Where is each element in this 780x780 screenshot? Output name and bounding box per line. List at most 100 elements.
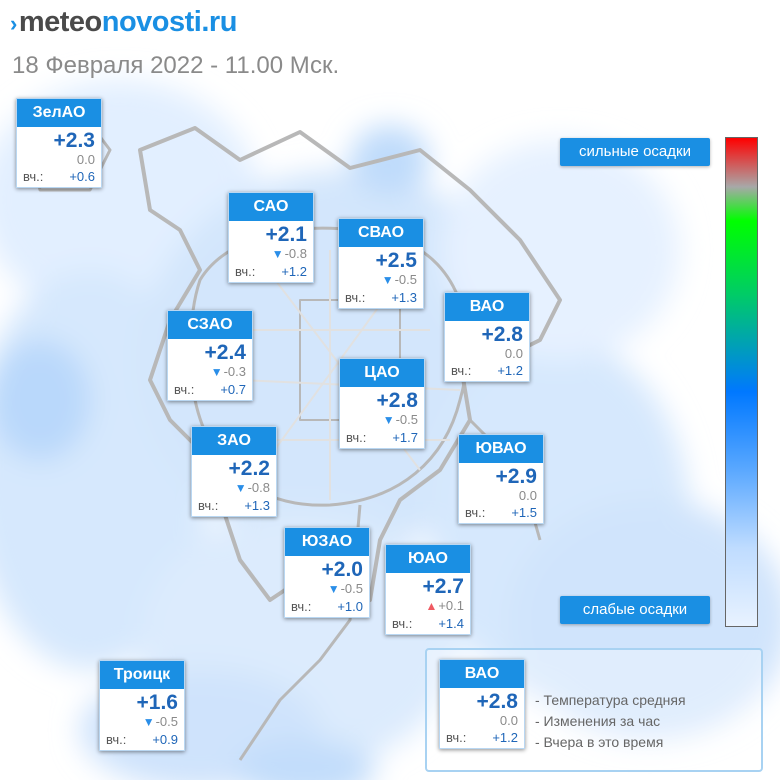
hourly-change: ▼-0.3 (168, 364, 252, 380)
avg-temperature: +2.0 (321, 558, 363, 581)
avg-temperature: +2.8 (481, 323, 523, 346)
avg-temperature: +2.9 (495, 465, 537, 488)
yesterday-label: вч.: (291, 599, 312, 614)
district-name: СЗАО (168, 311, 252, 339)
arrow-down-icon: ▼ (381, 273, 394, 287)
district-name: ЦАО (340, 359, 424, 387)
district-card-svao: СВАО +2.5 ▼-0.5 вч.: +1.3 (338, 218, 424, 309)
heavy-precip-label: сильные осадки (560, 138, 710, 166)
hourly-change: ▼-0.8 (229, 246, 313, 262)
avg-temperature: +2.5 (375, 249, 417, 272)
district-card-sao: САО +2.1 ▼-0.8 вч.: +1.2 (228, 192, 314, 283)
avg-temperature: +2.3 (53, 129, 95, 152)
logo-text-part2: novosti.ru (101, 6, 238, 38)
yesterday-value: +1.3 (244, 498, 270, 513)
district-card-yuao: ЮАО +2.7 ▲+0.1 вч.: +1.4 (385, 544, 471, 635)
legend-descriptions: - Температура средняя - Изменения за час… (535, 690, 686, 753)
yesterday-row: вч.: +0.6 (17, 167, 101, 187)
hourly-change: ▲+0.1 (386, 598, 470, 614)
change-value: -0.5 (155, 714, 178, 729)
site-logo[interactable]: ›meteonovosti.ru (10, 6, 237, 39)
yesterday-label: вч.: (23, 169, 44, 184)
legend-line-hourly-change: - Изменения за час (535, 713, 661, 729)
yesterday-value: +0.9 (152, 732, 178, 747)
yesterday-label: вч.: (465, 505, 486, 520)
district-card-cao: ЦАО +2.8 ▼-0.5 вч.: +1.7 (339, 358, 425, 449)
yesterday-value: +0.7 (220, 382, 246, 397)
legend-yesterday-row: вч.: +1.2 (440, 728, 524, 748)
legend-line-temperature: - Температура средняя (535, 692, 686, 708)
arrow-up-icon: ▲ (425, 599, 438, 613)
yesterday-row: вч.: +1.2 (445, 361, 529, 381)
district-name: ЮАО (386, 545, 470, 573)
yesterday-row: вч.: +1.4 (386, 614, 470, 634)
yesterday-row: вч.: +0.9 (100, 730, 184, 750)
light-precip-label: слабые осадки (560, 596, 710, 624)
yesterday-value: +1.7 (392, 430, 418, 445)
yesterday-row: вч.: +1.7 (340, 428, 424, 448)
yesterday-label: вч.: (235, 264, 256, 279)
forecast-date: 18 Февраля 2022 - 11.00 Мск. (12, 52, 340, 79)
district-card-yuzao: ЮЗАО +2.0 ▼-0.5 вч.: +1.0 (284, 527, 370, 618)
yesterday-label: вч.: (451, 363, 472, 378)
hourly-change: 0.0 (17, 152, 101, 167)
avg-temperature: +2.2 (228, 457, 270, 480)
change-value: -0.5 (395, 412, 418, 427)
yesterday-label: вч.: (446, 730, 467, 745)
yesterday-value: +1.0 (337, 599, 363, 614)
precipitation-scale-bar (725, 137, 758, 627)
legend-line-yesterday: - Вчера в это время (535, 734, 664, 750)
change-value: -0.8 (247, 480, 270, 495)
arrow-down-icon: ▼ (382, 413, 395, 427)
yesterday-value: +1.5 (511, 505, 537, 520)
hourly-change: ▼-0.5 (340, 412, 424, 428)
yesterday-row: вч.: +1.5 (459, 503, 543, 523)
district-card-zelao: ЗелАО +2.3 0.0 вч.: +0.6 (16, 98, 102, 188)
change-value: -0.5 (394, 272, 417, 287)
arrow-down-icon: ▼ (210, 365, 223, 379)
arrow-down-icon: ▼ (234, 481, 247, 495)
avg-temperature: +1.6 (136, 691, 178, 714)
change-value: 0.0 (518, 488, 537, 503)
hourly-change: ▼-0.5 (100, 714, 184, 730)
yesterday-label: вч.: (346, 430, 367, 445)
change-value: +0.1 (438, 598, 464, 613)
avg-temperature: +2.7 (422, 575, 464, 598)
change-value: 0.0 (504, 346, 523, 361)
yesterday-label: вч.: (174, 382, 195, 397)
district-name: ВАО (445, 293, 529, 321)
district-card-zao: ЗАО +2.2 ▼-0.8 вч.: +1.3 (191, 426, 277, 517)
avg-temperature: +2.4 (204, 341, 246, 364)
yesterday-row: вч.: +0.7 (168, 380, 252, 400)
district-name: ЗАО (192, 427, 276, 455)
change-value: -0.5 (340, 581, 363, 596)
district-card-troitsk: Троицк +1.6 ▼-0.5 вч.: +0.9 (99, 660, 185, 751)
yesterday-row: вч.: +1.2 (229, 262, 313, 282)
yesterday-row: вч.: +1.3 (192, 496, 276, 516)
district-name: ЮЗАО (285, 528, 369, 556)
change-value: 0.0 (76, 152, 95, 167)
district-name: САО (229, 193, 313, 221)
arrow-down-icon: ▼ (142, 715, 155, 729)
hourly-change: 0.0 (445, 346, 529, 361)
hourly-change: ▼-0.5 (339, 272, 423, 288)
district-name: Троицк (100, 661, 184, 689)
yesterday-label: вч.: (106, 732, 127, 747)
district-card-yuvao: ЮВАО +2.9 0.0 вч.: +1.5 (458, 434, 544, 524)
yesterday-label: вч.: (198, 498, 219, 513)
yesterday-label: вч.: (345, 290, 366, 305)
logo-mark-icon: › (10, 11, 17, 36)
avg-temperature: +2.1 (265, 223, 307, 246)
legend-sample-card: ВАО +2.8 0.0 вч.: +1.2 (439, 659, 525, 749)
legend-hourly-change: 0.0 (440, 713, 524, 728)
hourly-change: ▼-0.5 (285, 581, 369, 597)
avg-temperature: +2.8 (376, 389, 418, 412)
yesterday-row: вч.: +1.0 (285, 597, 369, 617)
yesterday-value: +1.4 (438, 616, 464, 631)
district-name: ЗелАО (17, 99, 101, 127)
yesterday-value: +1.2 (281, 264, 307, 279)
yesterday-value: +1.2 (492, 730, 518, 745)
yesterday-value: +1.3 (391, 290, 417, 305)
change-value: -0.8 (284, 246, 307, 261)
yesterday-value: +1.2 (497, 363, 523, 378)
